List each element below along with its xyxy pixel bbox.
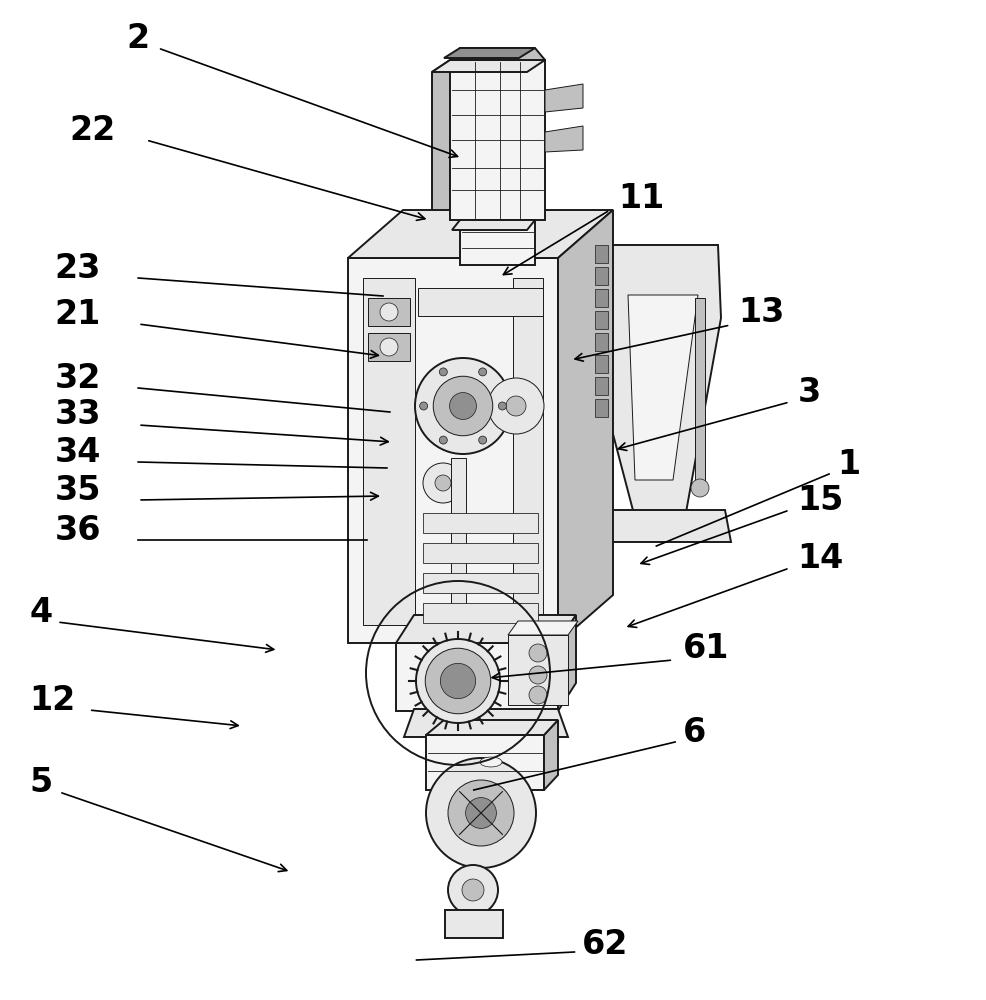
Text: 61: 61	[682, 632, 729, 664]
Text: 5: 5	[30, 766, 53, 798]
Circle shape	[528, 666, 546, 684]
Text: 14: 14	[797, 542, 843, 574]
Circle shape	[448, 780, 514, 846]
Text: 62: 62	[582, 928, 628, 960]
Text: 34: 34	[54, 436, 101, 468]
Polygon shape	[368, 298, 409, 326]
Text: 35: 35	[54, 474, 101, 506]
Polygon shape	[451, 458, 465, 618]
Polygon shape	[595, 245, 607, 263]
Circle shape	[461, 879, 483, 901]
Circle shape	[423, 463, 462, 503]
Polygon shape	[418, 288, 542, 316]
Text: 11: 11	[617, 182, 664, 215]
Polygon shape	[557, 615, 576, 711]
Polygon shape	[557, 210, 612, 643]
Circle shape	[498, 402, 506, 410]
Circle shape	[478, 368, 486, 376]
Polygon shape	[544, 84, 583, 112]
Polygon shape	[595, 333, 607, 351]
Circle shape	[506, 396, 526, 416]
Circle shape	[426, 758, 535, 868]
Text: 3: 3	[797, 375, 820, 408]
Polygon shape	[450, 60, 544, 220]
Circle shape	[415, 639, 500, 723]
Polygon shape	[694, 298, 704, 482]
Polygon shape	[607, 245, 720, 518]
Text: 23: 23	[54, 251, 101, 284]
Circle shape	[380, 303, 397, 321]
Text: 22: 22	[69, 113, 115, 146]
Text: 13: 13	[738, 296, 784, 330]
Polygon shape	[395, 643, 557, 711]
Polygon shape	[348, 210, 612, 258]
Polygon shape	[363, 278, 414, 625]
Polygon shape	[444, 48, 534, 58]
Polygon shape	[445, 910, 503, 938]
Polygon shape	[543, 720, 557, 790]
Circle shape	[433, 376, 492, 436]
Polygon shape	[395, 615, 576, 643]
Polygon shape	[508, 635, 567, 705]
Polygon shape	[459, 220, 534, 265]
Polygon shape	[508, 621, 578, 635]
Circle shape	[380, 338, 397, 356]
Circle shape	[440, 663, 475, 699]
Polygon shape	[368, 333, 409, 361]
Circle shape	[439, 436, 447, 444]
Polygon shape	[426, 735, 543, 790]
Text: 33: 33	[54, 398, 101, 432]
Circle shape	[435, 475, 451, 491]
Text: 1: 1	[836, 448, 859, 481]
Polygon shape	[432, 60, 544, 72]
Ellipse shape	[479, 757, 502, 767]
Polygon shape	[423, 543, 537, 563]
Text: 4: 4	[30, 595, 52, 629]
Circle shape	[419, 402, 427, 410]
Circle shape	[414, 358, 511, 454]
Circle shape	[425, 648, 490, 714]
Circle shape	[448, 865, 498, 915]
Polygon shape	[513, 278, 542, 625]
Text: 6: 6	[682, 716, 706, 748]
Text: 12: 12	[30, 684, 76, 716]
Circle shape	[478, 436, 486, 444]
Polygon shape	[595, 510, 731, 542]
Circle shape	[528, 686, 546, 704]
Text: 36: 36	[54, 514, 101, 546]
Circle shape	[487, 378, 543, 434]
Polygon shape	[452, 220, 534, 230]
Polygon shape	[426, 720, 557, 735]
Polygon shape	[595, 355, 607, 373]
Polygon shape	[348, 258, 557, 643]
Polygon shape	[595, 399, 607, 417]
Circle shape	[449, 393, 476, 419]
Polygon shape	[403, 709, 567, 737]
Text: 2: 2	[126, 21, 149, 54]
Polygon shape	[423, 573, 537, 593]
Polygon shape	[423, 603, 537, 623]
Polygon shape	[423, 513, 537, 533]
Text: 15: 15	[797, 484, 843, 516]
Polygon shape	[544, 126, 583, 152]
Polygon shape	[432, 60, 450, 230]
Polygon shape	[595, 267, 607, 285]
Polygon shape	[595, 289, 607, 307]
Polygon shape	[450, 48, 544, 60]
Text: 32: 32	[54, 361, 101, 394]
Text: 21: 21	[54, 298, 101, 330]
Polygon shape	[627, 295, 697, 480]
Polygon shape	[595, 377, 607, 395]
Circle shape	[528, 644, 546, 662]
Circle shape	[690, 479, 708, 497]
Polygon shape	[595, 311, 607, 329]
Circle shape	[439, 368, 447, 376]
Circle shape	[465, 798, 496, 828]
